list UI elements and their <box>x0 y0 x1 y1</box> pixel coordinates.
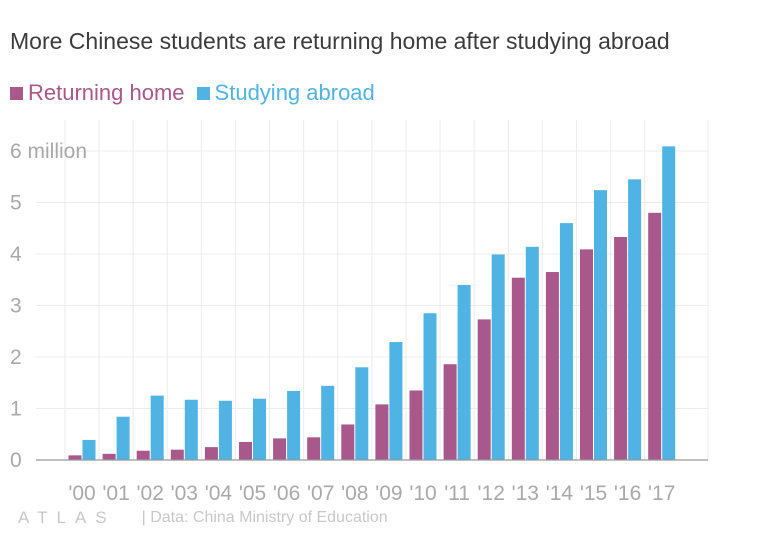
x-tick-label: '08 <box>341 482 368 505</box>
bar-studying-abroad <box>355 367 369 460</box>
bar-studying-abroad <box>662 146 676 461</box>
bar-returning-home <box>307 437 321 460</box>
x-tick-label: '04 <box>205 482 233 505</box>
x-tick-label: '14 <box>546 482 574 505</box>
bar-returning-home <box>204 447 218 460</box>
bar-returning-home <box>409 390 423 460</box>
bar-returning-home <box>102 453 116 460</box>
x-tick-label: '09 <box>375 482 402 505</box>
bar-studying-abroad <box>559 223 573 460</box>
x-tick-label: '16 <box>614 482 641 505</box>
y-tick-label: 4 <box>10 243 22 266</box>
bar-studying-abroad <box>628 179 642 460</box>
chart-title: More Chinese students are returning home… <box>10 28 670 54</box>
x-tick-label: '07 <box>307 482 334 505</box>
x-tick-label: '12 <box>478 482 505 505</box>
y-tick-label: 0 <box>10 449 22 472</box>
bar-returning-home <box>614 237 628 460</box>
bar-studying-abroad <box>150 395 164 460</box>
x-tick-label: '01 <box>102 482 129 505</box>
x-tick-label: '11 <box>444 482 470 505</box>
x-tick-label: '15 <box>580 482 607 505</box>
y-tick-label: 2 <box>10 346 22 369</box>
source-note: | Data: China Ministry of Education <box>141 509 388 526</box>
bar-returning-home <box>341 424 355 460</box>
bar-studying-abroad <box>116 416 130 460</box>
y-tick-label: 1 <box>10 398 22 421</box>
bar-studying-abroad <box>82 439 96 460</box>
bar-studying-abroad <box>184 399 198 460</box>
bar-studying-abroad <box>491 254 505 460</box>
x-tick-label: '03 <box>171 482 198 505</box>
x-tick-label: '05 <box>239 482 266 505</box>
bar-studying-abroad <box>389 342 403 460</box>
x-tick-label: '10 <box>409 482 436 505</box>
bar-returning-home <box>375 404 389 460</box>
legend-label-returning-home: Returning home <box>28 80 185 105</box>
y-tick-label: 5 <box>10 192 22 215</box>
x-tick-label: '00 <box>68 482 95 505</box>
bar-studying-abroad <box>525 246 539 460</box>
legend-item-studying-abroad: Studying abroad <box>196 80 375 106</box>
bar-returning-home <box>580 249 593 460</box>
bar-returning-home <box>477 319 491 460</box>
bar-returning-home <box>170 449 184 460</box>
footer: ATLAS | Data: China Ministry of Educatio… <box>18 508 388 528</box>
bar-studying-abroad <box>594 190 607 460</box>
x-tick-label: '02 <box>137 482 164 505</box>
bar-studying-abroad <box>218 400 232 460</box>
x-tick-label: '13 <box>512 482 539 505</box>
atlas-logo: ATLAS <box>18 508 116 527</box>
legend-label-studying-abroad: Studying abroad <box>214 80 375 105</box>
legend: Returning home Studying abroad <box>10 80 387 106</box>
bar-returning-home <box>511 277 525 460</box>
legend-swatch-studying-abroad <box>196 86 210 100</box>
x-tick-label: '06 <box>273 482 300 505</box>
bar-returning-home <box>545 272 559 460</box>
bar-returning-home <box>443 364 457 460</box>
bar-studying-abroad <box>287 390 301 460</box>
legend-swatch-returning-home <box>10 86 23 100</box>
x-tick-label: '17 <box>648 482 675 505</box>
bar-studying-abroad <box>457 284 471 460</box>
bar-returning-home <box>136 450 150 460</box>
bar-returning-home <box>273 438 287 460</box>
bar-studying-abroad <box>253 398 266 460</box>
y-tick-label: 3 <box>10 295 22 318</box>
legend-item-returning-home: Returning home <box>10 80 185 106</box>
bar-returning-home <box>239 441 252 460</box>
y-tick-label: 6 million <box>10 140 87 163</box>
bar-studying-abroad <box>423 313 437 460</box>
bar-returning-home <box>68 455 82 460</box>
bar-returning-home <box>648 212 662 460</box>
bar-studying-abroad <box>321 385 335 460</box>
